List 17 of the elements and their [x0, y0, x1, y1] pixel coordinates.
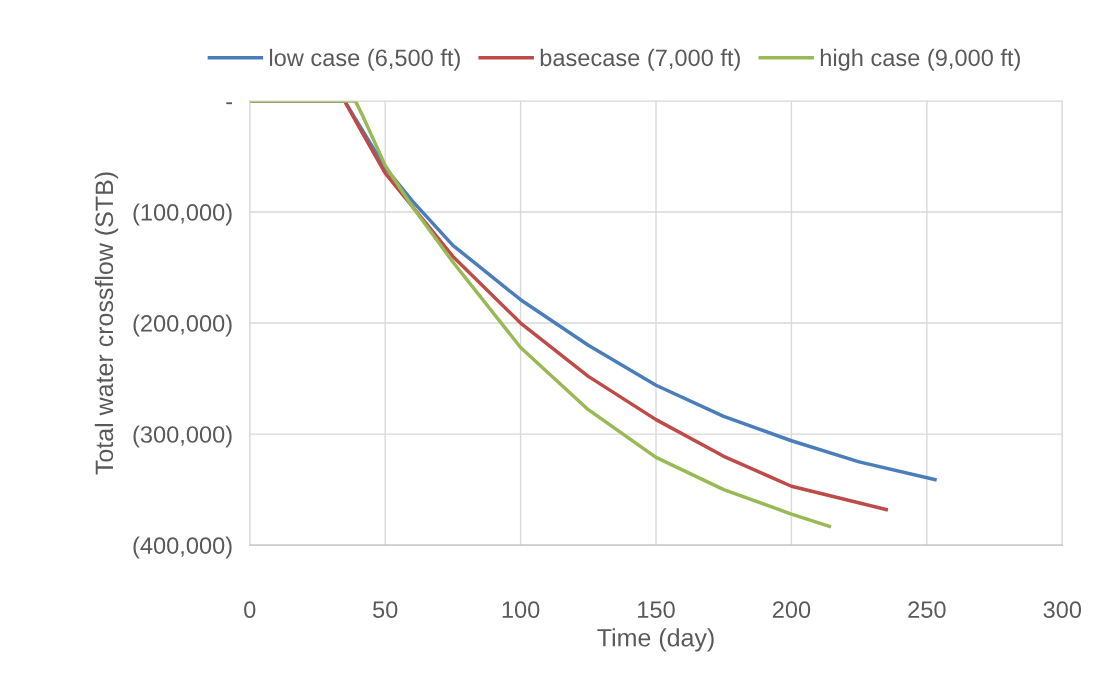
y-tick-label: (200,000) — [133, 314, 232, 337]
x-axis-title: Time (day) — [597, 628, 714, 652]
legend-label: high case (9,000 ft) — [820, 48, 1020, 71]
y-tick-label: - — [226, 102, 233, 105]
y-axis-title: Total water crossflow (STB) — [94, 172, 119, 475]
x-tick-label: 150 — [638, 601, 675, 619]
y-tick-label: (300,000) — [133, 425, 232, 448]
x-tick-label: 200 — [772, 601, 811, 619]
x-tick-label: 100 — [502, 601, 540, 619]
x-tick-label: 0 — [244, 601, 256, 619]
legend-label: basecase (7,000 ft) — [540, 48, 740, 71]
x-tick-label: 250 — [908, 601, 946, 619]
y-tick-label: (100,000) — [133, 203, 232, 226]
legend-label: low case (6,500 ft) — [270, 48, 460, 71]
y-tick-label: (400,000) — [133, 536, 232, 559]
x-tick-label: 300 — [1043, 601, 1082, 619]
x-tick-label: 50 — [372, 601, 398, 619]
